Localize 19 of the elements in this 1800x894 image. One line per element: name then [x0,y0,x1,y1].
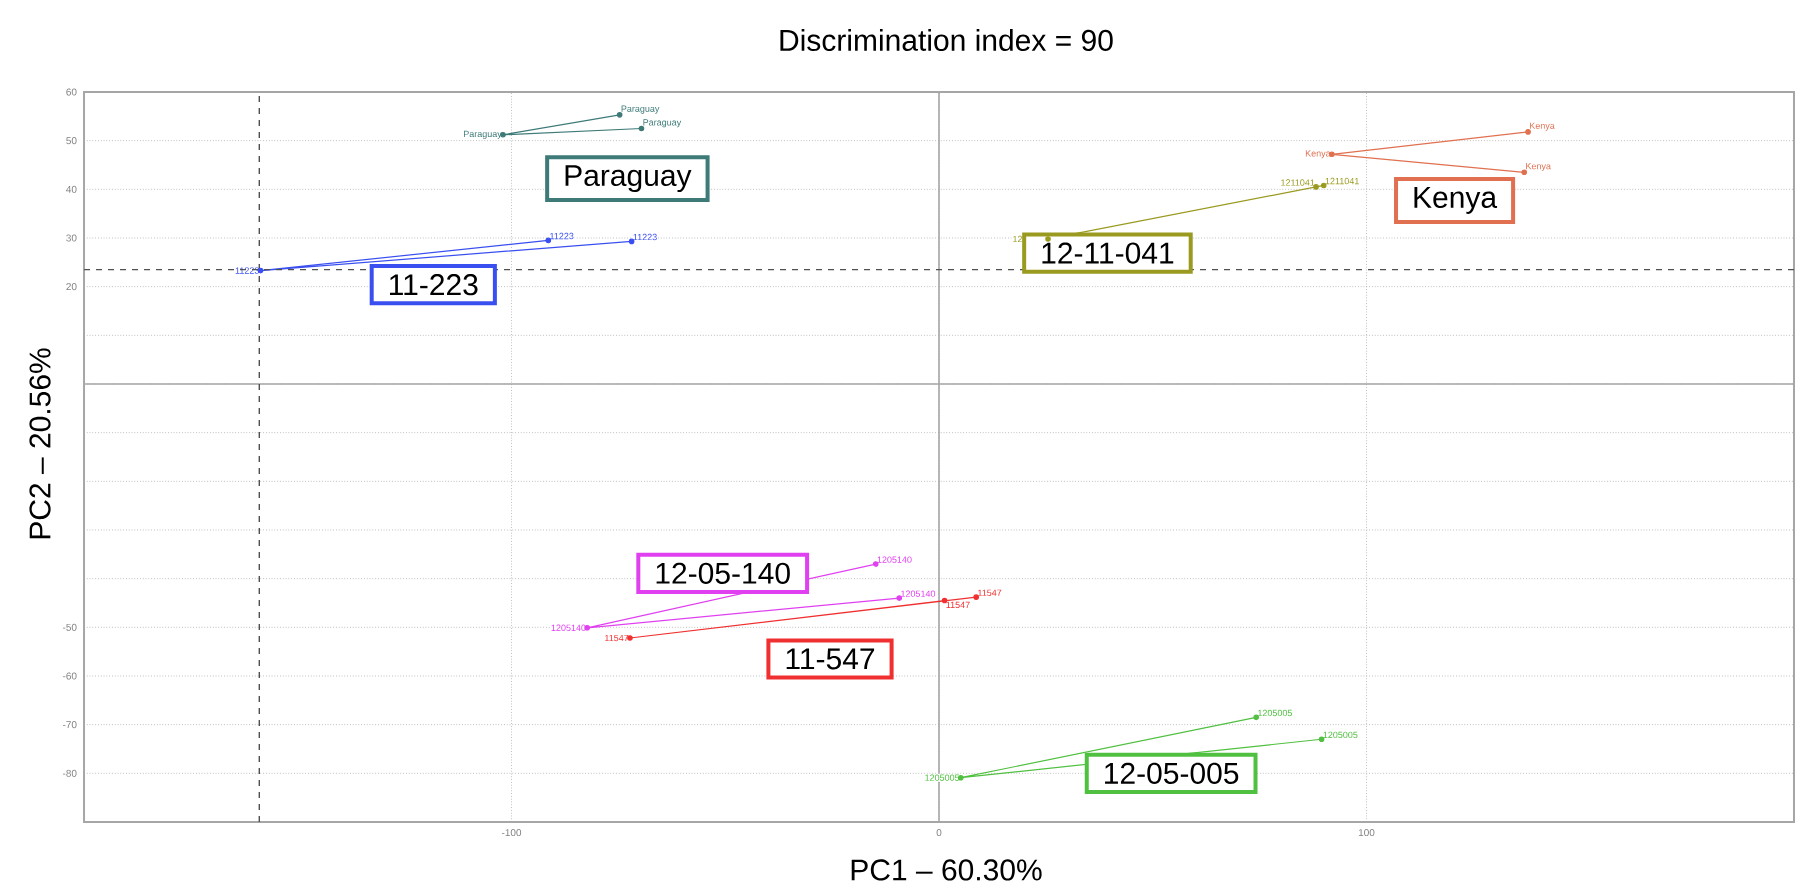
y-axis-title: PC2 – 20.56% [29,348,51,539]
point [872,561,879,567]
annotation: 11-223 [389,274,478,296]
point [1045,236,1051,242]
annotation: 12-05-005 [1105,762,1239,784]
annotation: 12-11-041 [1042,242,1174,264]
point [1521,169,1528,176]
point [1318,736,1325,743]
point [1253,714,1260,721]
annotation: Paraguay [565,165,692,193]
point [973,594,979,600]
annotation: Kenya [1414,187,1498,214]
x-axis-title: PC1 – 60.30% [851,859,1042,881]
annotation: 12-05-140 [656,562,790,584]
annotation: 11-547 [786,648,875,670]
chart-title: Discrimination index = 90 [780,28,1113,51]
point [896,595,903,601]
point [1525,129,1531,135]
point [616,112,623,118]
